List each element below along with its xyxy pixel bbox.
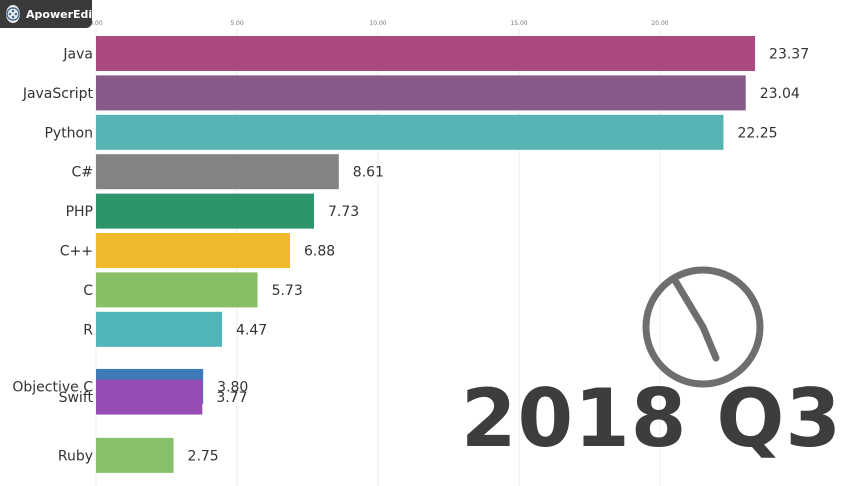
value-label: 5.73 — [272, 283, 303, 299]
bar — [96, 75, 746, 111]
value-label: 3.80 — [217, 379, 248, 395]
bar — [96, 437, 174, 473]
value-label: 4.47 — [236, 322, 267, 338]
bar — [96, 36, 756, 71]
value-label: 2.75 — [188, 448, 219, 464]
value-labels: 23.37 23.04 22.25 8.61 7.73 6.88 5.73 4.47 3.803… — [188, 47, 810, 465]
bar — [96, 379, 203, 415]
x-tick-label: 0.00 — [89, 20, 103, 27]
bar — [96, 272, 258, 308]
bar — [96, 311, 223, 347]
x-tick-label: 15.00 — [510, 20, 527, 27]
clock-icon — [642, 266, 764, 388]
category-label: Ruby — [58, 448, 93, 464]
x-tick-label: 5.00 — [230, 20, 244, 27]
bar — [96, 154, 339, 190]
value-label: 3.77 — [216, 390, 247, 406]
category-label: Objective C — [12, 379, 93, 395]
bar — [96, 114, 724, 150]
film-reel-icon — [6, 5, 20, 23]
value-label: 22.25 — [737, 125, 777, 141]
category-label: Swift — [59, 390, 94, 406]
category-label: C# — [71, 165, 93, 181]
watermark-text: ApowerEdit — [26, 7, 98, 21]
category-label: C — [83, 283, 93, 299]
bar — [96, 193, 314, 229]
category-label: JavaScript — [22, 86, 94, 102]
value-label: 7.73 — [328, 204, 359, 220]
bars — [96, 36, 756, 473]
x-tick-label: 20.00 — [651, 20, 668, 27]
category-label: C++ — [60, 244, 93, 260]
category-label: PHP — [66, 204, 93, 220]
value-label: 6.88 — [304, 244, 335, 260]
x-tick-label: 10.00 — [369, 20, 386, 27]
category-label: R — [83, 322, 93, 338]
axis-ticks: 0.00 5.00 10.00 15.00 20.00 — [89, 20, 668, 27]
value-label: 23.04 — [760, 86, 800, 102]
period-label: 2018 Q3 — [460, 372, 842, 465]
category-label: Python — [44, 125, 93, 141]
value-label: 8.61 — [353, 165, 384, 181]
category-labels: Java JavaScript Python C# PHP C++ C R Objective … — [12, 47, 93, 465]
watermark-badge: ApowerEdit — [0, 0, 97, 28]
bar — [96, 233, 291, 268]
value-label: 23.37 — [769, 47, 809, 63]
category-label: Java — [62, 47, 93, 63]
